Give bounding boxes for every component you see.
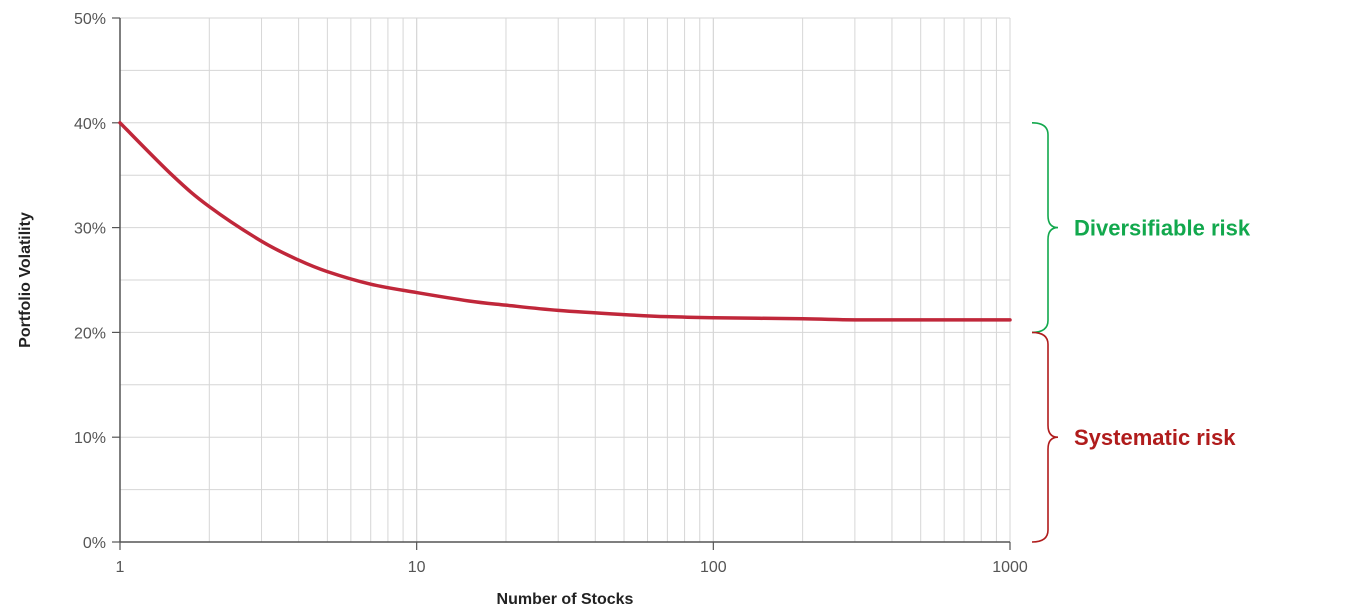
risk-label: Systematic risk <box>1074 425 1236 450</box>
y-axis-title: Portfolio Volatility <box>17 212 34 348</box>
x-tick-label: 1 <box>116 559 125 576</box>
y-tick-label: 0% <box>83 535 106 552</box>
volatility-series-line <box>118 121 1012 322</box>
risk-annotations: Diversifiable risk Systematic risk <box>1031 122 1251 543</box>
x-tick-label: 100 <box>700 559 727 576</box>
y-tick-label: 30% <box>74 221 106 238</box>
x-axis-ticks: 1 10 100 1000 <box>116 542 1028 576</box>
risk-brace <box>1031 122 1059 334</box>
x-tick-label: 1000 <box>992 559 1028 576</box>
y-axis-ticks: 0% 10% 20% 30% 40% 50% <box>74 11 120 552</box>
x-tick-label: 10 <box>408 559 426 576</box>
x-axis-title: Number of Stocks <box>497 591 634 608</box>
risk-label: Diversifiable risk <box>1074 216 1251 241</box>
y-tick-label: 50% <box>74 11 106 28</box>
risk-brace <box>1031 331 1059 543</box>
y-tick-label: 20% <box>74 325 106 342</box>
grid <box>119 17 1011 543</box>
y-tick-label: 10% <box>74 430 106 447</box>
y-tick-label: 40% <box>74 116 106 133</box>
